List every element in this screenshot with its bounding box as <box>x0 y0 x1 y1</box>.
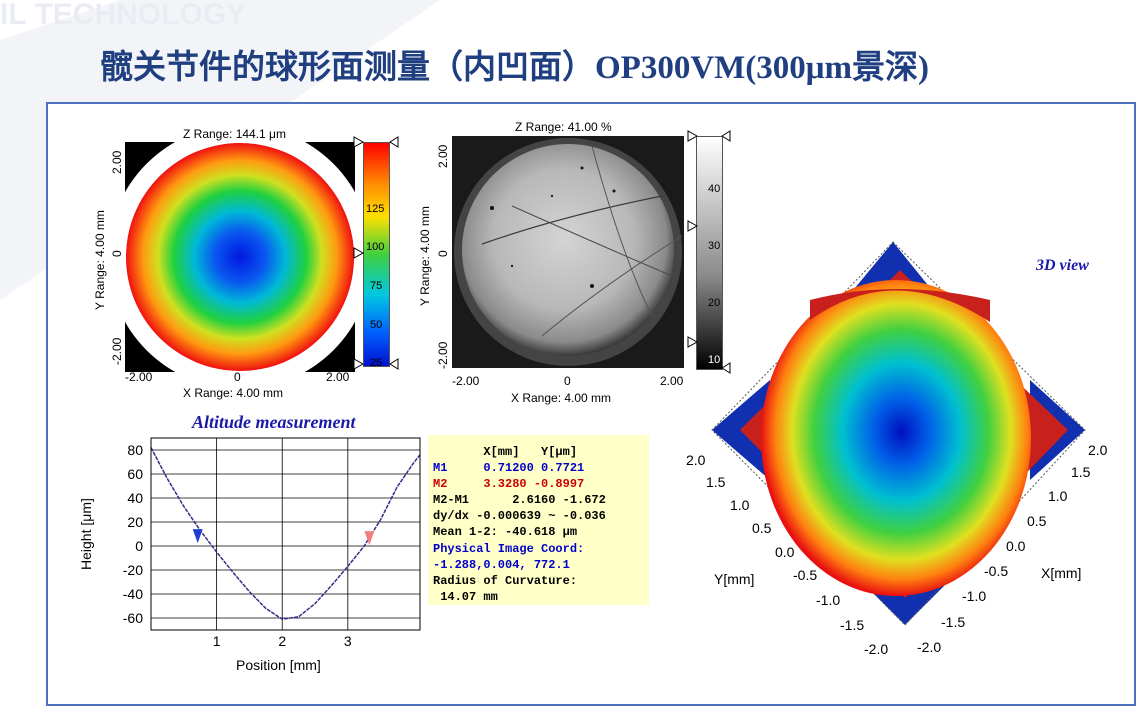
page-title: 髋关节件的球形面测量（内凹面）OP300VM(300μm景深) <box>100 50 929 86</box>
height-map-y-tick-top: 2.00 <box>110 150 124 174</box>
view3d-y-tick-2.0: 2.0 <box>686 452 706 468</box>
view3d-y-tick-neg2.0: -2.0 <box>864 641 889 657</box>
view3d-y-tick-0.0: 0.0 <box>775 544 795 560</box>
altitude-x-tick-label: 2 <box>278 633 286 649</box>
altitude-title: Altitude measurement <box>192 412 356 432</box>
intensity-y-tick-bottom: -2.00 <box>436 341 450 369</box>
intensity-image <box>452 136 684 368</box>
intensity-scale-tick-10: 10 <box>708 354 721 366</box>
altitude-x-label: Position [mm] <box>236 657 321 673</box>
measure-physical-coord-label: Physical Image Coord: <box>433 542 585 556</box>
altitude-y-tick-label: 60 <box>127 466 143 482</box>
altitude-y-label: Height [μm] <box>78 498 94 570</box>
intensity-scale-tick-30: 30 <box>708 240 721 252</box>
view3d-x-tick-neg1.5: -1.5 <box>941 614 966 630</box>
intensity-x-label: X Range: 4.00 mm <box>511 391 612 405</box>
view3d-y-tick-neg1.5: -1.5 <box>840 617 865 633</box>
altitude-marker-m1 <box>192 529 203 544</box>
height-map-z-range: Z Range: 144.1 μm <box>183 127 286 141</box>
altitude-y-tick-label: -40 <box>123 586 143 602</box>
altitude-y-tick-label: -20 <box>123 562 143 578</box>
height-scale-tick-100: 100 <box>366 241 385 253</box>
altitude-profile-line <box>150 447 421 620</box>
intensity-z-range: Z Range: 41.00 % <box>515 120 612 134</box>
height-map-panel: Z Range: 144.1 μm Y Range: 4.00 mm 2.00 … <box>88 120 408 410</box>
intensity-y-label: Y Range: 4.00 mm <box>418 206 432 306</box>
measure-radius-label: Radius of Curvature: <box>433 574 578 588</box>
height-scale-tick-75: 75 <box>370 280 383 292</box>
altitude-ticks: 80 60 40 20 0 -20 -40 -60 1 2 3 <box>123 442 352 649</box>
view3d-x-tick-neg0.5: -0.5 <box>984 563 1009 579</box>
altitude-y-tick-label: -60 <box>123 610 143 626</box>
measure-physical-coord-value: -1.288,0.004, 772.1 <box>433 558 570 572</box>
view3d-y-tick-0.5: 0.5 <box>752 520 772 536</box>
measure-mean: Mean 1-2: -40.618 μm <box>433 525 578 539</box>
altitude-chart: 80 60 40 20 0 -20 -40 -60 1 2 3 <box>123 437 421 649</box>
height-map-x-label: X Range: 4.00 mm <box>183 386 284 400</box>
view3d-y-tick-1.0: 1.0 <box>730 497 750 513</box>
altitude-markers <box>192 529 375 546</box>
view3d-x-axis-label: X[mm] <box>1041 565 1082 581</box>
view3d-y-tick-1.5: 1.5 <box>706 474 726 490</box>
height-map-image <box>125 142 355 372</box>
height-scale-left-arrows <box>353 136 365 370</box>
height-map-x-tick-mid: 0 <box>234 370 241 384</box>
altitude-marker-m2 <box>364 531 375 546</box>
intensity-y-tick-top: 2.00 <box>436 144 450 168</box>
intensity-scale-tick-20: 20 <box>708 297 721 309</box>
measure-m1: M1 0.71200 0.7721 <box>433 461 585 475</box>
height-color-scale <box>363 142 390 367</box>
intensity-y-tick-mid: 0 <box>436 250 450 257</box>
view3d-y-tick-neg1.0: -1.0 <box>816 592 841 608</box>
view3d-x-tick-0.0: 0.0 <box>1006 538 1026 554</box>
altitude-plot-frame <box>150 437 421 631</box>
intensity-x-tick-right: 2.00 <box>660 374 684 388</box>
intensity-x-tick-left: -2.00 <box>452 374 480 388</box>
view3d-plot <box>711 241 1086 626</box>
intensity-panel: Z Range: 41.00 % Y Range: 4.00 mm 2.00 0… <box>410 116 740 411</box>
altitude-y-tick-label: 40 <box>127 490 143 506</box>
view3d-x-tick-2.0: 2.0 <box>1088 442 1108 458</box>
intensity-scale-arrows <box>721 130 731 374</box>
height-scale-arrows <box>389 136 399 370</box>
height-map-x-tick-left: -2.00 <box>125 370 153 384</box>
brand-watermark: IL TECHNOLOGY <box>0 0 247 31</box>
view3d-y-tick-neg0.5: -0.5 <box>793 567 818 583</box>
intensity-gray-scale <box>696 136 723 370</box>
view3d-title: 3D view <box>1036 257 1089 274</box>
view3d-x-tick-0.5: 0.5 <box>1027 513 1047 529</box>
view3d-x-tick-neg2.0: -2.0 <box>917 639 942 655</box>
view3d-y-axis-label: Y[mm] <box>714 571 755 587</box>
measure-header: X[mm] Y[μm] <box>433 445 578 459</box>
height-map-y-tick-mid: 0 <box>110 250 124 257</box>
altitude-y-tick-label: 80 <box>127 442 143 458</box>
measure-dydx: dy/dx -0.000639 ~ -0.036 <box>433 509 606 523</box>
intensity-scale-tick-40: 40 <box>708 183 721 195</box>
view3d-x-tick-1.5: 1.5 <box>1071 464 1091 480</box>
height-scale-tick-25: 25 <box>370 357 383 369</box>
altitude-x-tick-label: 3 <box>344 633 352 649</box>
height-map-y-tick-bottom: -2.00 <box>110 337 124 365</box>
altitude-y-tick-label: 20 <box>127 514 143 530</box>
measure-m2: M2 3.3280 -0.8997 <box>433 477 585 491</box>
altitude-y-tick-label: 0 <box>135 538 143 554</box>
altitude-grid <box>151 438 420 630</box>
height-map-y-label: Y Range: 4.00 mm <box>93 210 107 310</box>
intensity-scale-left-arrows <box>687 130 699 348</box>
intensity-x-tick-mid: 0 <box>564 374 571 388</box>
measure-radius-value: 14.07 mm <box>433 590 498 604</box>
view3d-x-tick-1.0: 1.0 <box>1048 488 1068 504</box>
height-scale-tick-125: 125 <box>366 203 385 215</box>
altitude-x-tick-label: 1 <box>213 633 221 649</box>
height-map-x-tick-right: 2.00 <box>326 370 350 384</box>
measurement-box: X[mm] Y[μm] M1 0.71200 0.7721 M2 3.3280 … <box>428 435 649 605</box>
view3d-x-tick-neg1.0: -1.0 <box>962 588 987 604</box>
height-scale-tick-50: 50 <box>370 319 383 331</box>
measure-m2-m1: M2-M1 2.6160 -1.672 <box>433 493 606 507</box>
